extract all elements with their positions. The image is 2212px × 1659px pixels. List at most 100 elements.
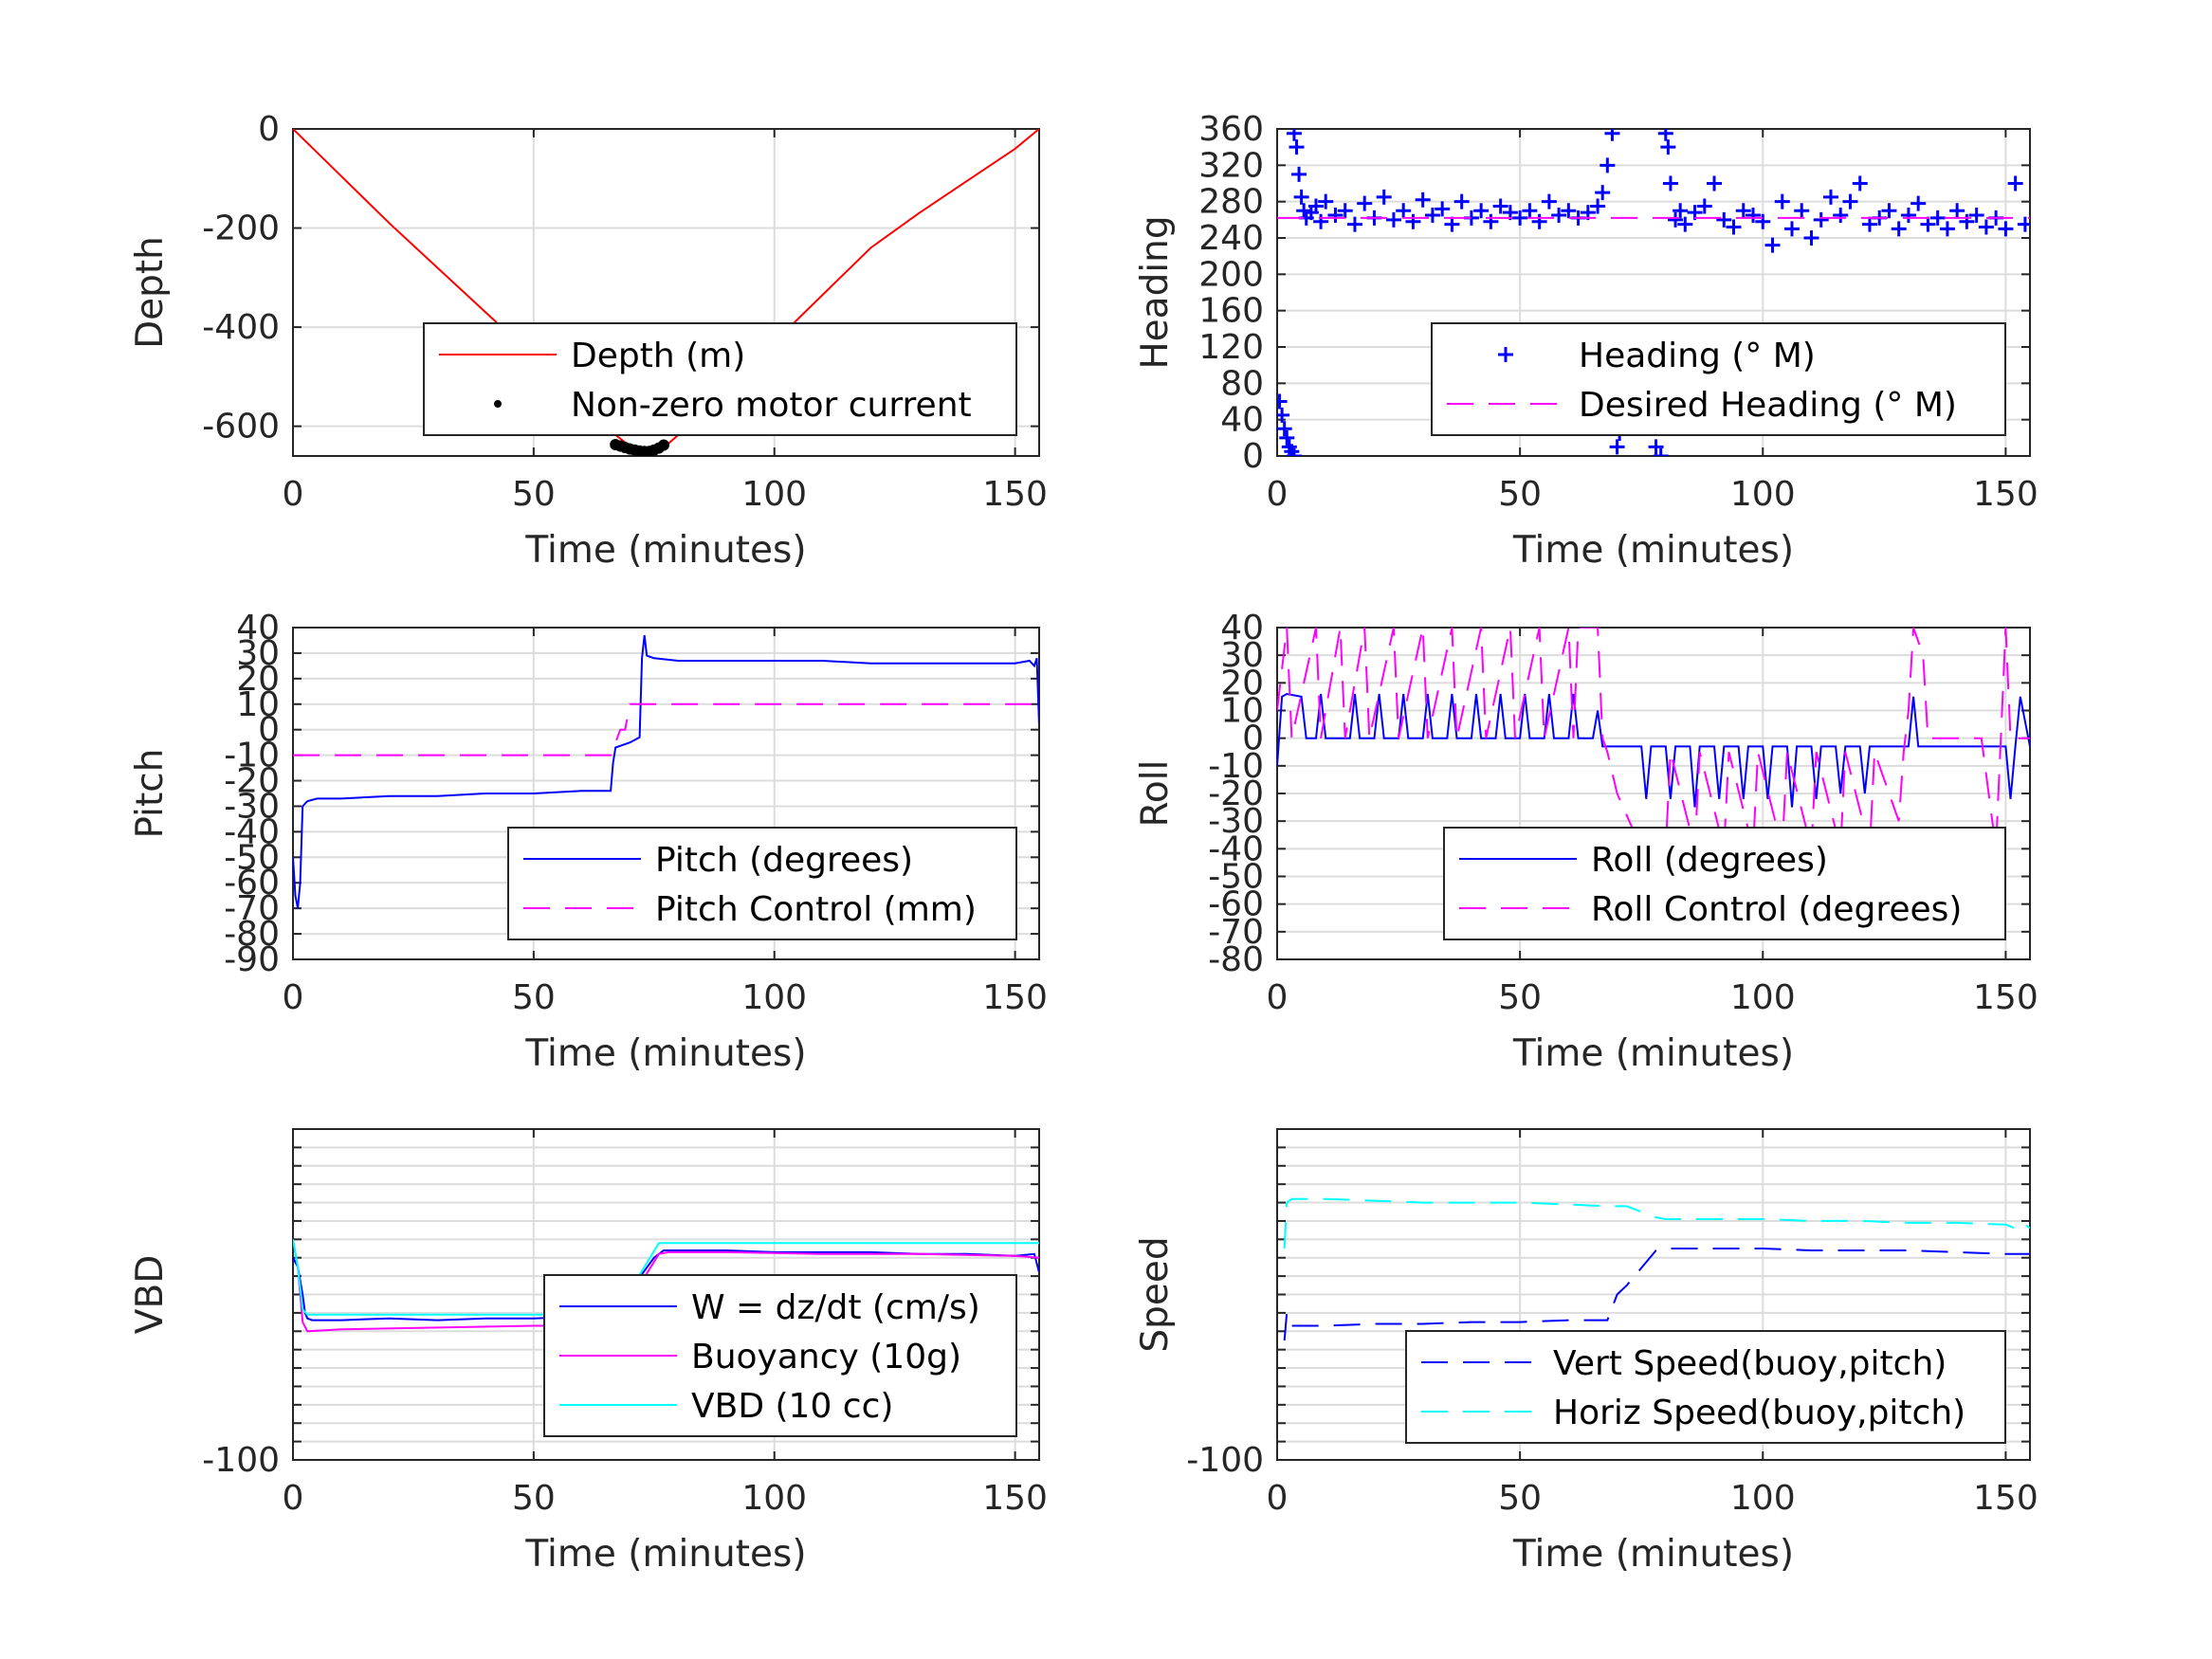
series-line	[293, 702, 1039, 757]
legend-label: Pitch Control (mm)	[655, 890, 977, 929]
legend-box	[423, 322, 1017, 436]
data-point	[1327, 208, 1344, 224]
x-tick-label: 150	[982, 475, 1048, 514]
legend-swatch	[1498, 347, 1513, 362]
x-tick-label: 50	[512, 475, 556, 514]
y-tick-label: 10	[236, 685, 280, 724]
data-point	[1959, 213, 1975, 229]
legend-box	[1431, 322, 2006, 436]
data-point	[1968, 208, 1984, 224]
x-tick-label: 0	[1267, 1479, 1289, 1518]
data-point	[657, 439, 669, 451]
chart-panel-1: 0 50 100 150 -600 -400 -200 0 Time (minutes) Dept…	[129, 110, 1048, 572]
data-point	[1590, 198, 1606, 214]
y-tick-label: -600	[202, 408, 280, 447]
legend-label: Roll (degrees)	[1591, 841, 1828, 880]
data-point	[1318, 193, 1334, 210]
legend-box	[1443, 827, 2006, 940]
data-point	[1978, 219, 1994, 235]
y-tick-label: -80	[224, 915, 280, 954]
data-point	[1286, 129, 1302, 141]
y-tick-label: -20	[224, 762, 280, 801]
axes-box	[292, 128, 1040, 457]
data-point	[1424, 208, 1440, 224]
y-tick-label: -20	[1208, 775, 1264, 813]
x-tick-label: 100	[741, 978, 807, 1017]
data-point	[1435, 201, 1451, 217]
legend: Heading (° M) Desired Heading (° M)	[1431, 322, 2006, 436]
legend-swatch	[494, 400, 502, 408]
legend-label: VBD (10 cc)	[691, 1387, 893, 1426]
data-point	[1313, 213, 1329, 229]
data-point	[1648, 439, 1664, 455]
x-axis-label: Time (minutes)	[524, 1533, 806, 1576]
y-tick-label: 80	[1220, 364, 1264, 403]
y-tick-label: 40	[236, 609, 280, 647]
data-point	[1660, 139, 1676, 155]
data-point	[1783, 221, 1800, 237]
series-line	[293, 634, 1039, 909]
data-point	[1609, 439, 1625, 455]
chart-panel-6: 0 50 100 150 -100 Time (minutes) Speed Vert Spe…	[1134, 1128, 2038, 1576]
y-tick-label: 360	[1198, 110, 1264, 149]
data-point	[2007, 175, 2023, 191]
data-point	[1673, 203, 1689, 219]
series-1	[1283, 1248, 2030, 1341]
series-2	[1283, 1197, 2030, 1249]
x-tick-label: 150	[1973, 475, 2038, 514]
legend: Pitch (degrees) Pitch Control (mm)	[507, 827, 1017, 940]
x-tick-label: 0	[283, 475, 304, 514]
y-tick-label: 30	[236, 634, 280, 673]
y-tick-label: 20	[1220, 664, 1264, 702]
y-tick-label: 160	[1198, 292, 1264, 331]
data-point	[1900, 208, 1916, 224]
y-tick-label: 20	[236, 660, 280, 699]
legend-label: Horiz Speed(buoy,pitch)	[1553, 1394, 1965, 1432]
y-tick-label: 0	[258, 110, 280, 149]
legend-label: Vert Speed(buoy,pitch)	[1553, 1344, 1947, 1383]
y-tick-label: -30	[224, 787, 280, 826]
data-point	[1453, 193, 1470, 210]
data-point	[1284, 444, 1300, 456]
legend-label: W = dz/dt (cm/s)	[691, 1288, 980, 1327]
y-axis-label: Heading	[1134, 215, 1177, 369]
legend-label: Desired Heading (° M)	[1579, 386, 1957, 425]
x-axis-label: Time (minutes)	[1512, 1032, 1794, 1075]
y-axis-label: Pitch	[129, 749, 172, 839]
legend-label: Pitch (degrees)	[655, 841, 913, 880]
data-point	[1939, 221, 1955, 237]
chart-panel-5: 0 50 100 150 -100 Time (minutes) VBD W = dz/dt …	[129, 1128, 1048, 1576]
chart-panel-3: 0 50 100 150-90-80-70-60-50-40-30-20-100102…	[129, 609, 1048, 1075]
series-2	[293, 702, 1039, 757]
y-tick-label: -70	[224, 889, 280, 928]
data-point	[1473, 203, 1490, 219]
x-tick-label: 100	[741, 475, 807, 514]
data-point	[1376, 189, 1392, 205]
data-point	[1852, 175, 1868, 191]
data-point	[1561, 203, 1577, 219]
data-point	[1842, 193, 1858, 210]
x-tick-label: 150	[982, 1479, 1048, 1518]
x-tick-label: 100	[1730, 1479, 1796, 1518]
data-point	[1668, 211, 1684, 228]
legend-box	[1405, 1330, 2006, 1444]
y-tick-label: 0	[258, 711, 280, 750]
y-tick-label: -100	[1186, 1441, 1264, 1480]
legend-label: Non-zero motor current	[571, 386, 972, 425]
y-tick-label: -50	[1208, 858, 1264, 897]
y-tick-label: 40	[1220, 401, 1264, 440]
data-point	[1337, 203, 1353, 219]
data-point	[1657, 129, 1673, 141]
legend-label: Depth (m)	[571, 337, 745, 375]
data-point	[1396, 203, 1412, 219]
data-point	[1746, 208, 1762, 224]
y-tick-label: 120	[1198, 328, 1264, 367]
y-tick-label: 10	[1220, 692, 1264, 731]
data-point	[1677, 216, 1693, 232]
y-tick-label: 280	[1198, 183, 1264, 222]
y-axis-label: Speed	[1134, 1236, 1177, 1352]
data-point	[1277, 421, 1292, 437]
x-axis-label: Time (minutes)	[1512, 529, 1794, 572]
